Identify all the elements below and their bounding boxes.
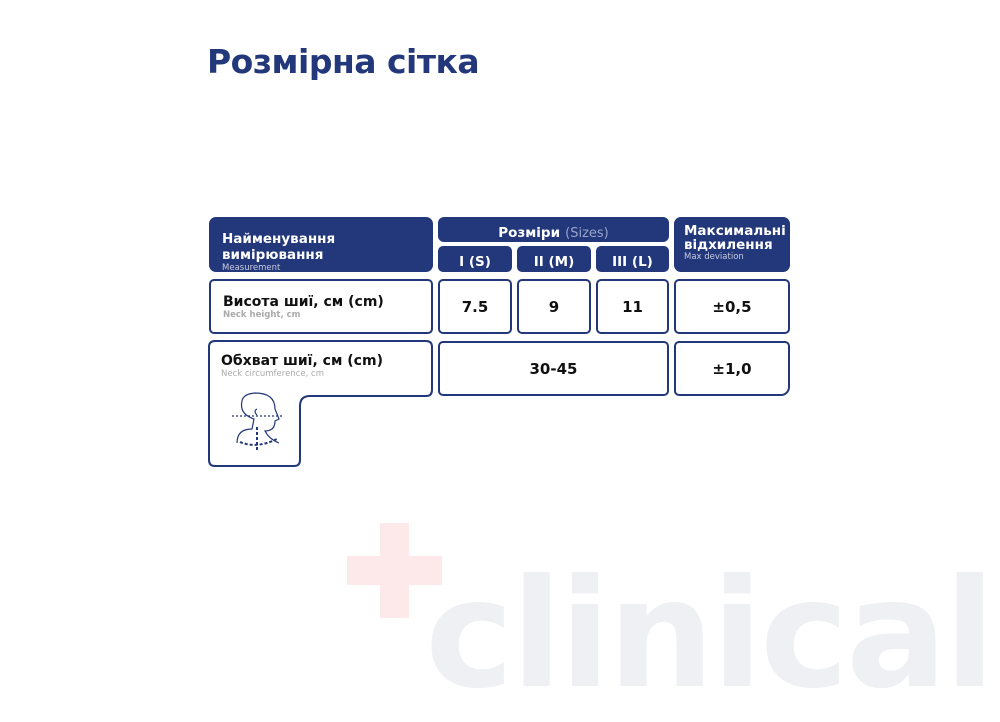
header-size-m: II (M) <box>517 246 591 272</box>
page-title: Розмірна сітка <box>207 42 480 81</box>
header-size-l: III (L) <box>596 246 669 272</box>
header-size-s: I (S) <box>438 246 512 272</box>
neck-circumference-label-frame <box>208 340 433 467</box>
head-neck-diagram-icon <box>232 392 282 451</box>
header-measurement: Найменування вимірювання Measurement <box>209 217 433 273</box>
header-deviation: Максимальні відхилення Max deviation <box>674 217 790 272</box>
neck-circumference-deviation: ±1,0 <box>674 341 790 396</box>
watermark-plus-h <box>347 556 442 585</box>
row-neck-circumference-label: Обхват шиї, см (cm) Neck circumference, … <box>221 353 383 379</box>
neck-height-deviation: ±0,5 <box>674 279 790 334</box>
neck-height-s: 7.5 <box>438 279 512 334</box>
header-sizes: Розміри (Sizes) <box>438 217 669 242</box>
watermark-text: clinical <box>425 548 996 722</box>
row-neck-height-label: Висота шиї, см (cm) Neck height, cm <box>209 279 433 334</box>
neck-circumference-value: 30-45 <box>438 341 669 396</box>
neck-height-l: 11 <box>596 279 669 334</box>
neck-height-m: 9 <box>517 279 591 334</box>
